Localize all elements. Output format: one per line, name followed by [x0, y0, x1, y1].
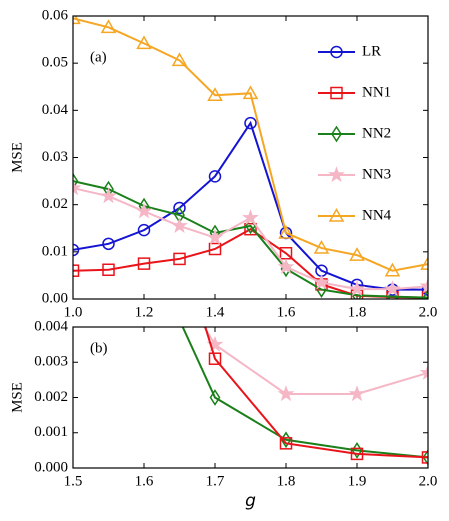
y-tick-label: 0.000 [34, 459, 68, 475]
x-tick-label: 1.5 [64, 473, 83, 489]
marker [171, 217, 188, 233]
axes-frame [72, 326, 429, 469]
marker [244, 116, 257, 130]
marker [206, 228, 224, 245]
marker [330, 86, 343, 100]
marker [313, 240, 330, 254]
y-tick-label: 0.01 [42, 243, 68, 259]
legend-label: NN1 [362, 84, 391, 100]
series-line [73, 187, 428, 291]
marker [328, 207, 345, 222]
plot-area [139, 121, 428, 466]
marker [328, 166, 345, 183]
marker [73, 243, 80, 257]
marker [73, 172, 79, 190]
x-tick-label: 1.6 [135, 473, 154, 489]
y-tick-label: 0.001 [34, 424, 68, 440]
y-tick-label: 0.03 [42, 149, 68, 165]
y-axis-label: MSE [9, 382, 25, 413]
marker [102, 237, 115, 251]
x-tick-label: 2.0 [419, 473, 438, 489]
x-tick-label: 1.2 [135, 304, 154, 320]
x-tick-label: 1.4 [206, 304, 225, 320]
marker [173, 252, 186, 266]
marker [348, 385, 366, 402]
marker [136, 35, 152, 50]
series-line [73, 17, 428, 272]
legend-label: NN4 [362, 207, 392, 223]
marker [73, 264, 80, 277]
marker [102, 263, 115, 277]
marker [279, 437, 293, 450]
marker [419, 364, 428, 380]
y-tick-label: 0.05 [42, 55, 68, 71]
marker [422, 449, 428, 466]
marker [137, 223, 151, 237]
axes-frame [72, 15, 429, 300]
marker [242, 85, 259, 100]
series-line [181, 327, 428, 459]
marker [421, 451, 428, 464]
marker [278, 224, 294, 239]
marker [330, 45, 343, 59]
marker [350, 447, 364, 461]
marker [422, 289, 428, 299]
marker [137, 257, 151, 270]
x-tick-label: 1.0 [64, 304, 83, 320]
marker [349, 247, 365, 261]
series-line [204, 327, 428, 459]
legend-label: NN3 [362, 166, 391, 182]
marker [331, 125, 342, 143]
marker [140, 235, 149, 249]
marker [173, 201, 186, 215]
y-tick-label: 0.002 [34, 389, 68, 405]
x-tick-label: 1.9 [348, 473, 367, 489]
panel-label: (b) [90, 340, 108, 356]
marker [242, 209, 259, 225]
marker [100, 187, 117, 204]
marker [207, 87, 223, 101]
marker [277, 258, 295, 275]
y-tick-label: 0.00 [42, 290, 68, 306]
y-tick-label: 0.02 [42, 196, 68, 212]
y-axis-label: MSE [9, 142, 25, 173]
marker [420, 256, 428, 270]
marker [384, 280, 401, 297]
x-tick-label: 1.6 [277, 304, 296, 320]
marker [421, 283, 428, 296]
x-tick-label: 2.0 [419, 304, 438, 320]
marker [209, 389, 221, 406]
marker [208, 170, 222, 183]
x-tick-label: 1.8 [277, 473, 296, 489]
x-tick-label: 1.8 [348, 304, 367, 320]
y-tick-label: 0.04 [42, 102, 69, 118]
series-line [73, 180, 428, 299]
y-tick-label: 0.003 [34, 354, 68, 370]
marker [208, 352, 222, 365]
marker [73, 16, 81, 25]
legend-label: LR [362, 43, 381, 59]
marker [139, 121, 150, 132]
x-axis-label: g [245, 491, 256, 511]
marker [171, 52, 188, 67]
marker [384, 262, 401, 277]
marker [313, 273, 330, 290]
marker [73, 179, 82, 196]
plot-area [73, 16, 428, 299]
panel-label: (a) [90, 49, 107, 65]
y-tick-label: 0.004 [34, 318, 68, 334]
marker [100, 19, 117, 34]
series-line [73, 120, 428, 291]
marker [348, 280, 366, 297]
y-tick-label: 0.06 [42, 7, 69, 23]
marker [419, 277, 428, 294]
marker [244, 222, 257, 236]
x-tick-label: 1.7 [206, 473, 225, 489]
marker [208, 242, 222, 256]
legend-label: NN2 [362, 125, 391, 141]
marker [135, 202, 153, 219]
marker [277, 385, 295, 402]
